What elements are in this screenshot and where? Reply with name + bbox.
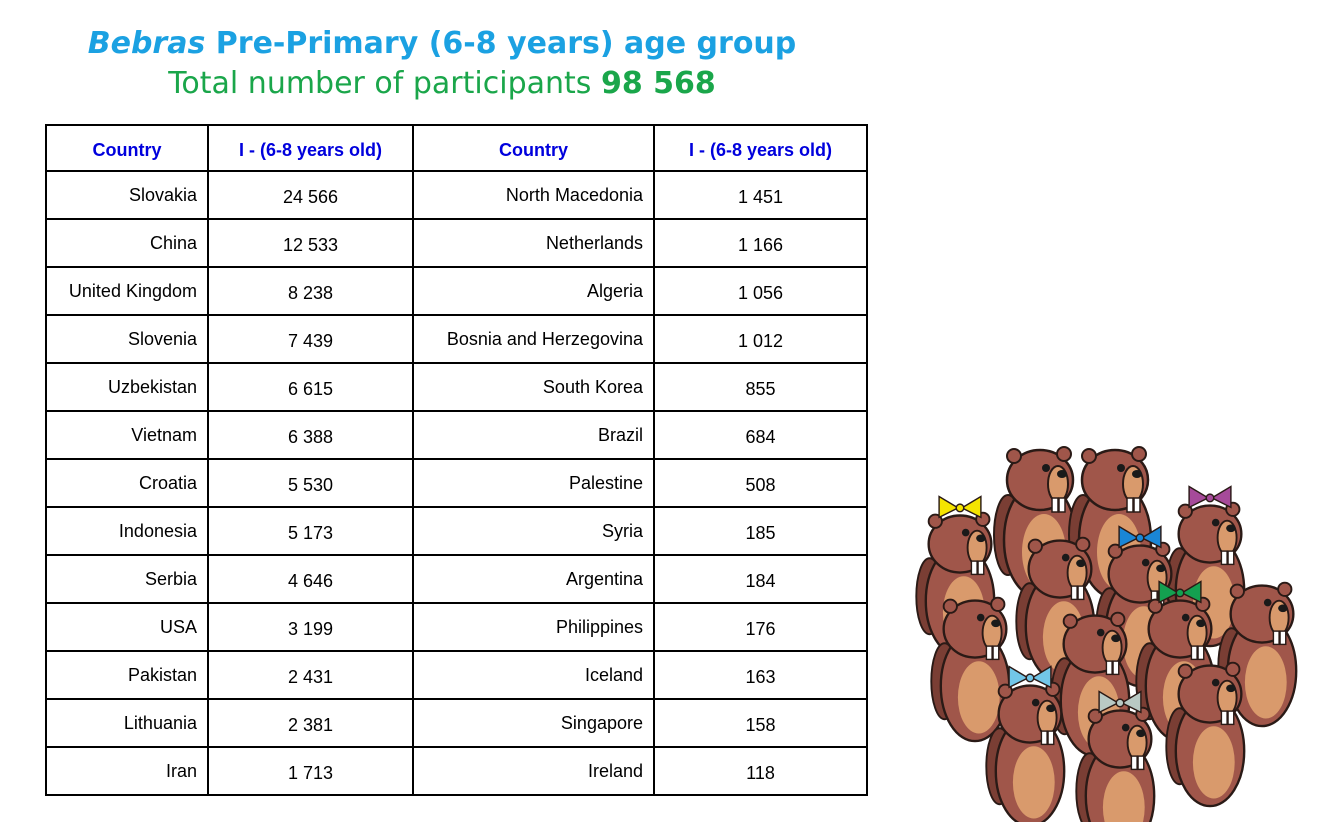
count-cell: 1 056 [653,266,868,316]
country-cell: Philippines [412,602,655,652]
count-cell: 2 431 [207,650,414,700]
country-cell: Singapore [412,698,655,748]
country-cell: Uzbekistan [45,362,209,412]
country-cell: China [45,218,209,268]
header-country-right: Country [412,124,655,172]
title-block: Bebras Pre-Primary (6-8 years) age group… [0,24,884,104]
country-cell: Ireland [412,746,655,796]
brand-name: Bebras [87,26,206,61]
title-age-group: Pre-Primary (6-8 years) age group [215,26,797,61]
table-row: Lithuania 2 381 Singapore 158 [45,698,868,748]
table-row: Slovakia 24 566 North Macedonia 1 451 [45,170,868,220]
country-cell: Netherlands [412,218,655,268]
total-label: Total number of participants [168,66,592,101]
country-cell: Serbia [45,554,209,604]
count-cell: 185 [653,506,868,556]
count-cell: 1 166 [653,218,868,268]
beaver-figure [985,665,1066,822]
count-cell: 5 530 [207,458,414,508]
country-cell: Vietnam [45,410,209,460]
title-line-1: Bebras Pre-Primary (6-8 years) age group [0,24,884,64]
count-cell: 1 451 [653,170,868,220]
country-cell: USA [45,602,209,652]
country-cell: Iceland [412,650,655,700]
table-row: United Kingdom 8 238 Algeria 1 056 [45,266,868,316]
table-row: Slovenia 7 439 Bosnia and Herzegovina 1 012 [45,314,868,364]
participants-table: Country I - (6-8 years old) Country I - … [45,124,868,796]
country-cell: Indonesia [45,506,209,556]
table-row: USA 3 199 Philippines 176 [45,602,868,652]
country-cell: Syria [412,506,655,556]
count-cell: 163 [653,650,868,700]
count-cell: 118 [653,746,868,796]
beaver-figure [1050,611,1131,758]
table-row: Serbia 4 646 Argentina 184 [45,554,868,604]
country-cell: Iran [45,746,209,796]
count-cell: 24 566 [207,170,414,220]
count-cell: 6 615 [207,362,414,412]
total-participants: 98 568 [600,66,716,101]
count-cell: 176 [653,602,868,652]
count-cell: 1 012 [653,314,868,364]
header-count-right: I - (6-8 years old) [653,124,868,172]
table-header-row: Country I - (6-8 years old) Country I - … [45,124,868,172]
table-row: Vietnam 6 388 Brazil 684 [45,410,868,460]
country-cell: Slovenia [45,314,209,364]
count-cell: 1 713 [207,746,414,796]
header-country-left: Country [45,124,209,172]
country-cell: Bosnia and Herzegovina [412,314,655,364]
country-cell: Brazil [412,410,655,460]
count-cell: 12 533 [207,218,414,268]
country-cell: Algeria [412,266,655,316]
count-cell: 855 [653,362,868,412]
country-cell: Lithuania [45,698,209,748]
beaver-figure [930,596,1011,743]
country-cell: Palestine [412,458,655,508]
beaver-figure [1165,661,1246,808]
country-cell: North Macedonia [412,170,655,220]
table-body: Slovakia 24 566 North Macedonia 1 451 China 1… [45,170,868,796]
table-row: Pakistan 2 431 Iceland 163 [45,650,868,700]
count-cell: 508 [653,458,868,508]
group-of-beavers-illustration [915,446,1298,822]
country-cell: United Kingdom [45,266,209,316]
count-cell: 158 [653,698,868,748]
beaver-figure [1075,690,1156,822]
count-cell: 4 646 [207,554,414,604]
table-row: China 12 533 Netherlands 1 166 [45,218,868,268]
table-row: Iran 1 713 Ireland 118 [45,746,868,796]
count-cell: 184 [653,554,868,604]
count-cell: 2 381 [207,698,414,748]
count-cell: 8 238 [207,266,414,316]
count-cell: 5 173 [207,506,414,556]
count-cell: 3 199 [207,602,414,652]
country-cell: Croatia [45,458,209,508]
country-cell: Argentina [412,554,655,604]
beavers-group [915,446,1298,822]
count-cell: 6 388 [207,410,414,460]
table-row: Indonesia 5 173 Syria 185 [45,506,868,556]
table-row: Uzbekistan 6 615 South Korea 855 [45,362,868,412]
title-line-2: Total number of participants 98 568 [0,64,884,104]
count-cell: 684 [653,410,868,460]
header-count-left: I - (6-8 years old) [207,124,414,172]
country-cell: Slovakia [45,170,209,220]
country-cell: South Korea [412,362,655,412]
beaver-figure [1217,581,1298,728]
country-cell: Pakistan [45,650,209,700]
count-cell: 7 439 [207,314,414,364]
table-row: Croatia 5 530 Palestine 508 [45,458,868,508]
